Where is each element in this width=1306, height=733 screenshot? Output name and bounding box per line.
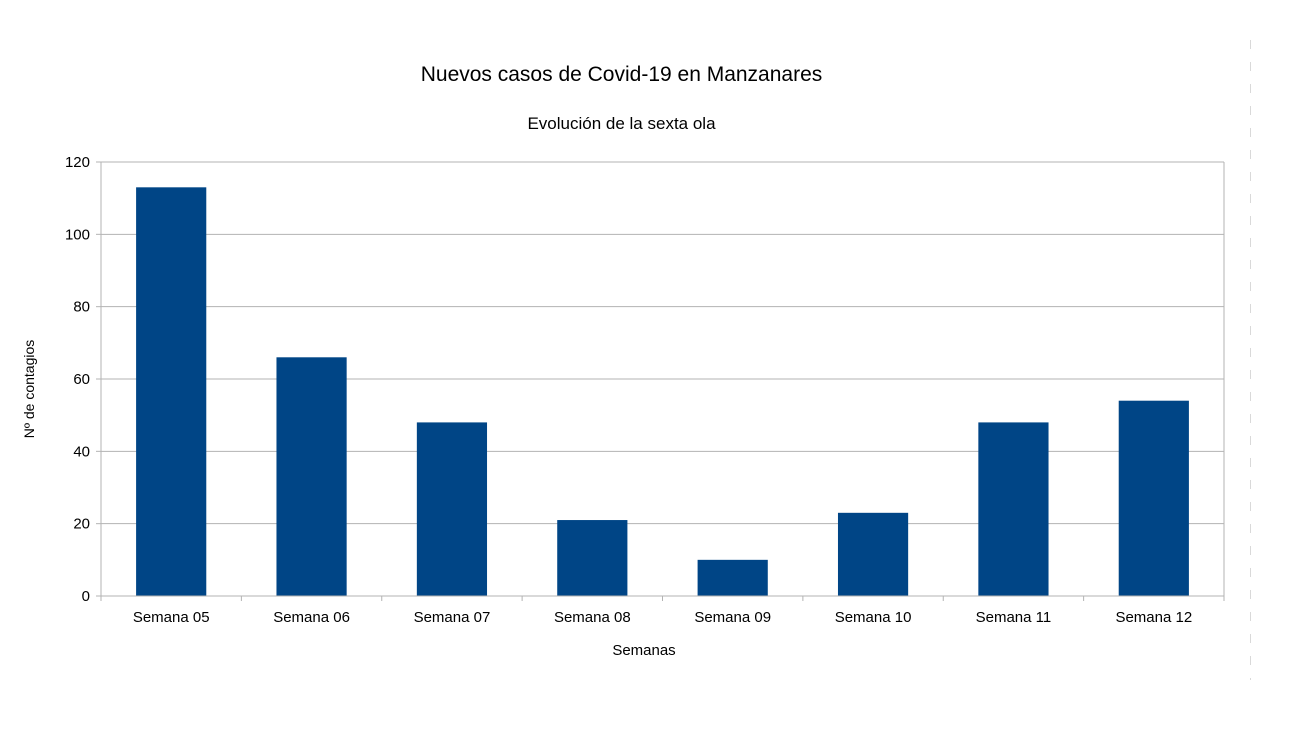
page-edge-marker	[1250, 40, 1251, 680]
bar-semana-07	[416, 422, 488, 596]
gridlines	[101, 161, 1224, 597]
y-tick-labels: 0 20 40 60 80 100 120	[65, 154, 90, 605]
x-tick-label: Semana 07	[414, 609, 491, 626]
y-tick-label: 40	[73, 443, 90, 460]
chart-title: Nuevos casos de Covid-19 en Manzanares	[420, 63, 823, 86]
x-tick-labels: Semana 05 Semana 06 Semana 07 Semana 08 Sema…	[133, 609, 1192, 626]
y-tick-label: 80	[73, 299, 90, 316]
x-tick-label: Semana 05	[133, 609, 210, 626]
bar-semana-05	[136, 187, 207, 597]
bar-semana-10	[837, 512, 909, 596]
axes	[96, 161, 1225, 601]
bar-semana-08	[557, 520, 628, 596]
y-tick-label: 0	[82, 588, 90, 605]
bar-semana-12	[1118, 400, 1189, 596]
x-tick-label: Semana 08	[554, 609, 631, 626]
bar-semana-09	[697, 559, 768, 596]
x-axis-label: Semanas	[612, 642, 676, 659]
x-tick-label: Semana 06	[273, 609, 350, 626]
x-tick-label: Semana 12	[1115, 609, 1192, 626]
y-axis-label: Nº de contagios	[21, 339, 37, 439]
y-tick-label: 20	[73, 516, 90, 533]
y-tick-label: 120	[65, 154, 90, 171]
chart-subtitle: Evolución de la sexta ola	[527, 114, 716, 133]
x-tick-label: Semana 11	[976, 609, 1052, 626]
bar-semana-06	[276, 357, 347, 596]
y-tick-label: 60	[73, 371, 90, 388]
y-tick-label: 100	[65, 226, 90, 243]
bar-semana-11	[978, 422, 1049, 596]
x-tick-label: Semana 09	[694, 609, 771, 626]
x-tick-label: Semana 10	[835, 609, 912, 626]
bars	[136, 187, 1189, 597]
